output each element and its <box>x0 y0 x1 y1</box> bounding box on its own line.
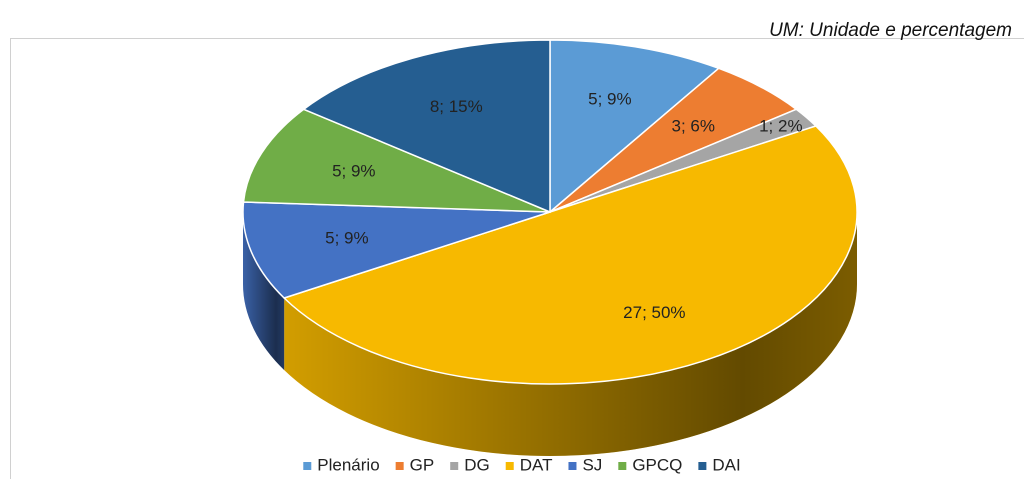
slice <box>302 39 551 214</box>
legend-label: DAI <box>712 455 740 474</box>
legend-label: SJ <box>582 455 602 474</box>
data-label: 5; 9% <box>325 228 368 247</box>
data-label: 8; 15% <box>430 97 483 116</box>
slice-side-shade <box>243 212 285 370</box>
legend-swatch <box>303 462 312 470</box>
annotation: UM: Unidade e percentagem <box>769 20 1012 41</box>
legend-label: GPCQ <box>632 455 682 474</box>
data-label: 5; 9% <box>332 161 375 180</box>
legend-swatch <box>505 462 514 470</box>
legend: Plenário GP DG DAT SJ GPCQ DAI <box>303 455 741 474</box>
slice <box>549 39 721 214</box>
slice <box>282 125 858 385</box>
slice-side-shade <box>284 212 857 457</box>
legend-swatch <box>568 462 577 470</box>
legend-label: GP <box>410 455 435 474</box>
legend-label: DG <box>464 455 490 474</box>
data-label: 5; 9% <box>588 89 631 108</box>
legend-swatch <box>395 462 404 470</box>
data-label: 1; 2% <box>759 116 802 135</box>
slice <box>242 201 551 299</box>
legend-swatch <box>450 462 459 470</box>
data-label: 3; 6% <box>672 116 715 135</box>
data-label: 27; 50% <box>623 303 685 322</box>
slice <box>242 108 551 213</box>
legend-label: Plenário <box>317 455 379 474</box>
chart-frame <box>10 38 1024 479</box>
legend-swatch <box>698 462 707 470</box>
legend-label: DAT <box>520 455 553 474</box>
legend-swatch <box>618 462 627 470</box>
